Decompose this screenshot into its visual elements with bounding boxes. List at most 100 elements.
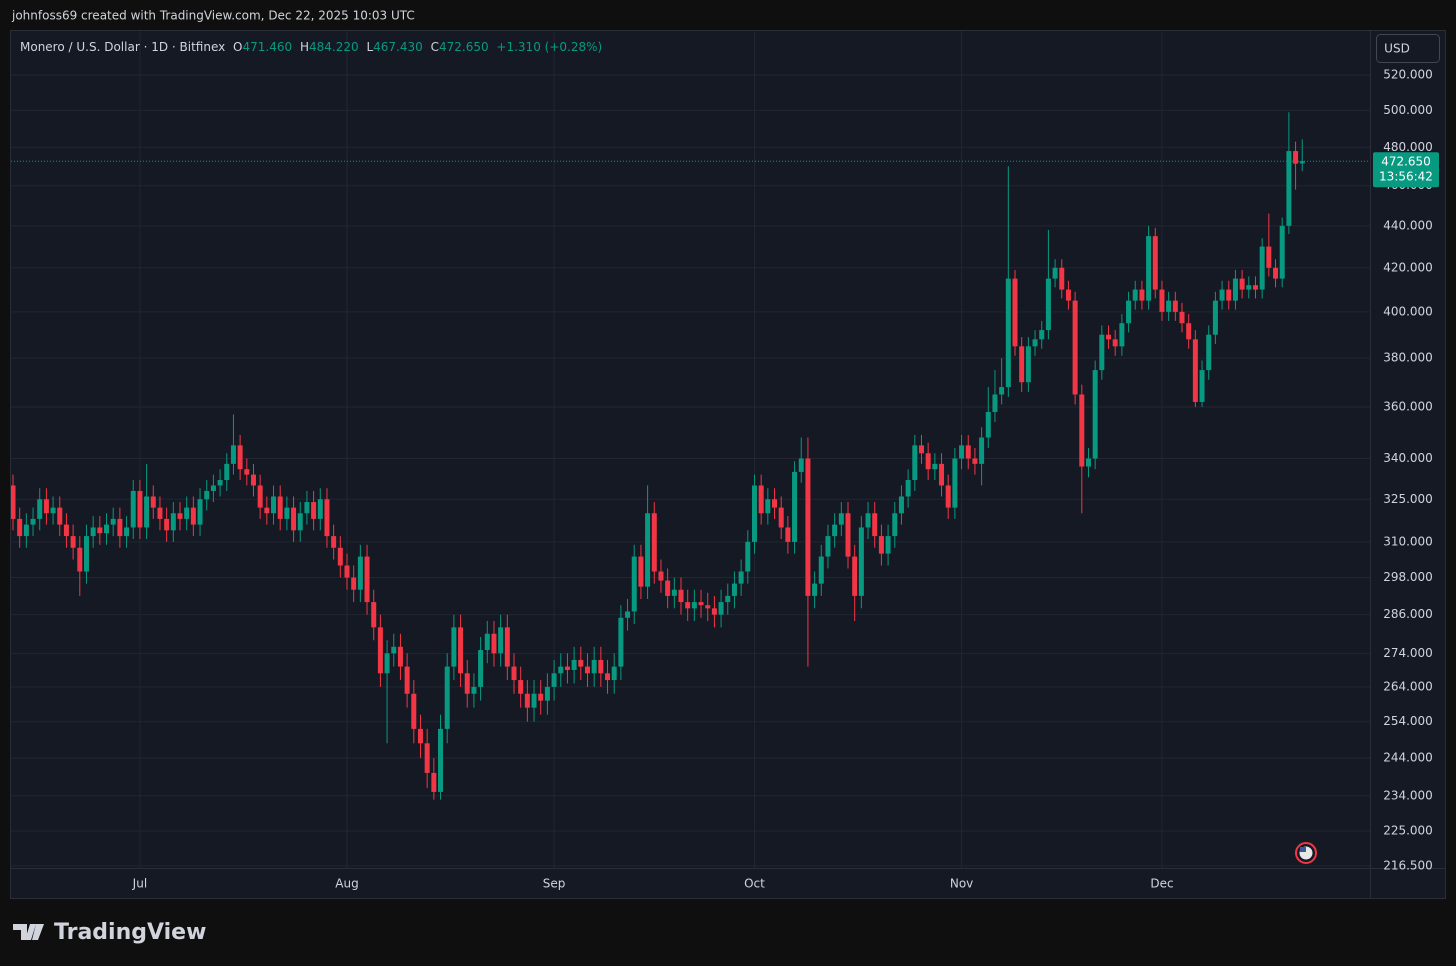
candle-body [778,507,784,528]
candle-body [878,536,884,554]
candle-body [57,507,63,525]
candle-body [1206,334,1212,371]
candle-body [1192,339,1198,402]
candle-body [939,463,945,486]
candle-body [605,673,611,681]
candle-body [872,513,878,537]
candle-body [117,518,123,537]
candle-body [257,485,263,508]
logo-text[interactable]: TradingView [54,920,206,945]
candle-body [170,513,176,531]
candle-body [531,693,537,708]
candle-body [1159,289,1165,312]
candle-body [1212,300,1218,335]
candle-body [591,659,597,674]
candle-body [625,611,631,618]
candle-body [23,524,29,537]
x-tick-label: Aug [335,877,358,891]
candle-body [244,469,250,475]
ohlc-key: H [300,40,309,54]
candle-body [631,556,637,612]
candle-body [972,458,978,464]
candle-body [204,490,210,500]
candle-body [511,666,517,681]
change: +1.310 (+0.28%) [496,40,602,54]
candle-body [1065,289,1071,301]
flag-canton[interactable] [1300,847,1306,852]
candle-body [1119,323,1125,347]
candle-body [1045,278,1051,331]
candle-body [818,556,824,584]
candle-body [584,666,590,674]
y-tick-label: 325.000 [1383,492,1433,506]
candle-body [1232,278,1238,301]
branding[interactable]: TradingView [13,920,206,945]
currency-button[interactable] [1376,34,1440,63]
candle-body [431,772,437,792]
candle-body [518,680,524,694]
candle-body [698,602,704,606]
candle-body [898,496,904,514]
candle-body [959,445,965,459]
x-tick-label: Sep [543,877,566,891]
candle-body [324,499,330,537]
candle-body [845,513,851,557]
logo-mark[interactable] [13,924,44,940]
candle-body [992,394,998,412]
candle-body [277,496,283,519]
candle-body [364,556,370,603]
candle-body [905,480,911,497]
x-tick-label: Dec [1150,877,1173,891]
candle-body [858,527,864,596]
candle-body [190,507,196,525]
candle-body [564,666,570,670]
currency[interactable]: USD [1384,42,1410,56]
candle-body [11,485,16,519]
candle-body [317,499,323,519]
y-tick-label: 274.000 [1383,646,1433,660]
candle-body [197,499,203,525]
candle-body [337,547,343,566]
candle-body [63,524,69,537]
candle-body [90,527,96,537]
candle-body [678,589,684,603]
candle-body [1239,278,1245,290]
candle-body [1126,300,1132,324]
axes: 216.500 225.000 234.000 244.000 254.000 264.0… [132,68,1433,891]
candle-body [812,583,818,596]
candle-body [164,518,170,531]
candle-body [83,536,89,572]
candle-body [377,627,383,674]
candle-body [451,627,457,667]
candle-body [110,518,116,525]
candle-body [484,633,490,651]
candle-body [711,608,717,615]
candle-body [471,686,477,694]
candle-body [832,524,838,537]
candle-body [391,646,397,654]
candle-body [1032,339,1038,347]
candle-body [124,527,130,537]
candle-body [130,490,136,528]
y-tick-label: 254.000 [1383,714,1433,728]
candle-body [718,602,724,615]
candle-body [1186,323,1192,340]
candle-body [250,474,256,486]
candle-body [638,556,644,587]
candle-body [70,536,76,548]
ohlc-value: 484.220 [309,40,359,54]
candle-body [97,527,103,534]
candle-body [1172,300,1178,312]
candle-body [1079,394,1085,467]
candle-body [404,666,410,694]
candle-body [224,463,230,481]
candle-body [77,547,83,572]
candle-body [444,666,450,729]
candle-body [17,518,23,537]
grid [11,31,1370,868]
flag-icon[interactable] [1295,842,1317,864]
candle-body [230,445,236,464]
ohlc-key: L [366,40,373,54]
candle-body [498,627,504,654]
